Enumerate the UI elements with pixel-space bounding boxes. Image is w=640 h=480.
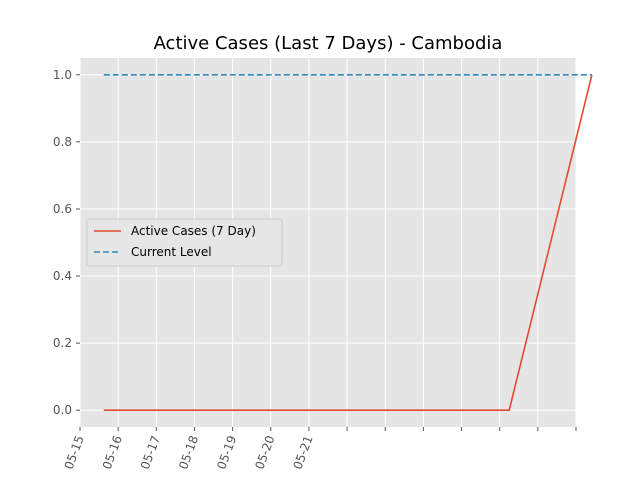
- series-lines: [103, 74, 593, 412]
- x-tick-label: 05-15: [62, 434, 87, 472]
- x-tick-label: 05-16: [100, 434, 125, 472]
- y-tick-label: 0.2: [53, 336, 72, 350]
- x-tick-label: 05-21: [291, 434, 316, 472]
- legend-label: Active Cases (7 Day): [131, 224, 256, 238]
- x-tick-label: 05-20: [252, 434, 277, 472]
- x-tick-label: 05-19: [214, 434, 239, 472]
- chart-title: Active Cases (Last 7 Days) - Cambodia: [154, 33, 503, 54]
- legend-box: [86, 218, 283, 267]
- series-line-0: [103, 74, 593, 412]
- y-tick-label: 0.6: [53, 202, 72, 216]
- x-tick-label: 05-17: [138, 434, 163, 472]
- y-axis: 0.0 0.2 0.4 0.6 0.8 1.0: [53, 68, 80, 417]
- y-tick-label: 0.0: [53, 403, 72, 417]
- legend-label: Current Level: [131, 245, 212, 259]
- y-tick-label: 0.8: [53, 135, 72, 149]
- x-tick-label: 05-18: [176, 434, 201, 472]
- x-axis: 05-15 05-16 05-17 05-18 05-19 05-20 05-21: [62, 427, 577, 472]
- legend: Active Cases (7 Day) Current Level: [86, 218, 283, 267]
- y-tick-label: 1.0: [53, 68, 72, 82]
- y-tick-label: 0.4: [53, 269, 72, 283]
